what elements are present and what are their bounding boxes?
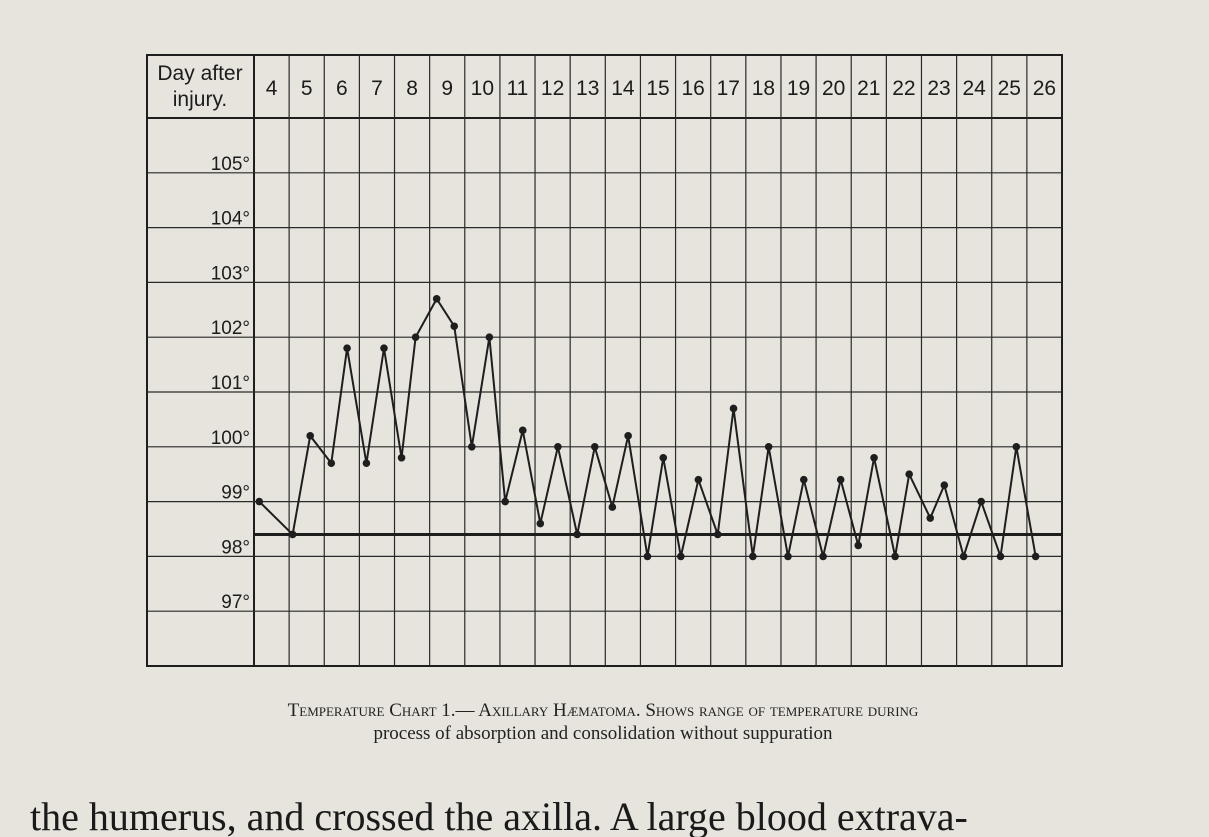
x-tick-label: 10 (471, 77, 494, 100)
data-point (819, 552, 827, 561)
data-point (468, 443, 476, 451)
data-point (891, 552, 899, 561)
chart-frame (146, 54, 1063, 667)
data-point (624, 432, 632, 440)
data-point (573, 530, 581, 539)
x-tick-label: 21 (857, 77, 880, 100)
data-point (485, 333, 494, 342)
data-point (1031, 552, 1040, 561)
data-point (977, 497, 985, 506)
x-tick-label: 20 (822, 77, 845, 100)
data-point (659, 453, 668, 462)
data-point (926, 514, 935, 522)
data-point (518, 426, 527, 435)
data-point (255, 497, 264, 506)
y-tick-label: 102° (211, 318, 250, 339)
data-point (996, 552, 1005, 561)
data-point (554, 443, 562, 451)
header-label: injury. (173, 88, 227, 111)
y-tick-label: 100° (211, 428, 250, 449)
data-point (836, 475, 845, 484)
y-tick-label: 103° (211, 263, 250, 284)
data-point (362, 459, 371, 468)
y-tick-label: 101° (211, 373, 250, 394)
data-point (411, 333, 420, 342)
y-tick-label: 104° (211, 209, 250, 230)
x-tick-label: 9 (441, 77, 453, 100)
data-point (713, 530, 722, 539)
body-text: the humerus, and crossed the axilla. A l… (30, 794, 968, 837)
data-point (1012, 443, 1021, 451)
data-point (288, 530, 297, 539)
temperature-line (258, 296, 1037, 560)
data-point (432, 295, 441, 303)
data-point (905, 470, 913, 479)
x-tick-label: 13 (576, 77, 599, 100)
data-point (501, 497, 509, 506)
x-tick-label: 25 (998, 77, 1021, 100)
x-tick-label: 22 (892, 77, 915, 100)
x-tick-label: 7 (371, 77, 383, 100)
data-point (870, 453, 878, 462)
caption: Temperature Chart 1.— Axillary Hæmatoma.… (288, 700, 919, 721)
data-point (694, 475, 703, 484)
y-tick-label: 98° (221, 537, 250, 558)
y-tick-label: 105° (211, 154, 250, 175)
x-tick-label: 12 (541, 77, 564, 100)
header-label: Day after (157, 62, 242, 85)
data-point (450, 322, 459, 331)
data-point (590, 443, 599, 451)
data-point (799, 475, 808, 484)
data-point (959, 552, 968, 561)
data-point (940, 481, 949, 489)
data-point (764, 443, 773, 451)
x-tick-label: 16 (681, 77, 704, 100)
x-tick-label: 18 (752, 77, 775, 100)
y-tick-label: 97° (221, 592, 250, 613)
data-point (643, 552, 652, 561)
x-tick-label: 6 (336, 77, 348, 100)
x-tick-label: 23 (927, 77, 950, 100)
data-point (608, 503, 617, 511)
x-tick-label: 11 (507, 77, 529, 100)
data-point (749, 552, 757, 561)
data-point (306, 432, 315, 440)
x-tick-label: 26 (1033, 77, 1056, 100)
x-tick-label: 5 (301, 77, 313, 100)
x-tick-label: 17 (717, 77, 740, 100)
y-tick-label: 99° (221, 483, 250, 504)
data-point (380, 344, 388, 352)
data-point (536, 519, 545, 528)
data-point (729, 404, 738, 413)
data-point (343, 344, 351, 352)
x-tick-label: 19 (787, 77, 810, 100)
data-point (677, 552, 685, 561)
x-tick-label: 14 (611, 77, 635, 100)
data-point (854, 541, 863, 550)
x-tick-label: 4 (266, 77, 278, 100)
x-tick-label: 8 (406, 77, 418, 100)
caption: process of absorption and consolidation … (373, 723, 833, 744)
data-point (784, 552, 792, 561)
data-point (397, 453, 406, 462)
x-tick-label: 24 (962, 77, 986, 100)
data-point (327, 459, 336, 468)
x-tick-label: 15 (646, 77, 669, 100)
